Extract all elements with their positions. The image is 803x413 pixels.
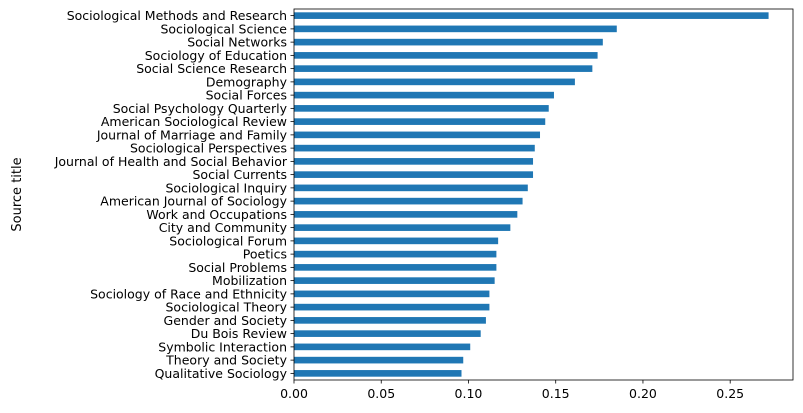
y-tick-label: American Sociological Review	[101, 114, 287, 129]
y-tick-label: Sociological Forum	[169, 233, 287, 248]
y-tick-label: Work and Occupations	[146, 207, 287, 222]
y-tick-label: Poetics	[243, 247, 287, 262]
y-tick-label: Sociological Theory	[165, 300, 287, 315]
bar	[294, 303, 490, 311]
y-tick-label: Social Psychology Quarterly	[113, 101, 288, 116]
bar	[294, 52, 598, 59]
y-tick-label: American Journal of Sociology	[100, 194, 287, 209]
y-tick-labels: Sociological Methods and ResearchSociolo…	[54, 8, 294, 381]
bar	[294, 317, 486, 324]
bar	[294, 237, 499, 245]
bar	[294, 290, 490, 298]
bar	[294, 144, 535, 152]
bar	[294, 78, 575, 86]
y-tick-label: Gender and Society	[164, 313, 288, 328]
bar	[294, 264, 497, 271]
y-tick-label: Social Problems	[188, 260, 287, 275]
y-tick-label: Sociological Inquiry	[165, 180, 287, 195]
bar	[294, 224, 511, 231]
bar	[294, 343, 471, 351]
bar	[294, 184, 528, 192]
bar	[294, 171, 534, 178]
bar	[294, 370, 462, 377]
bars-group	[294, 12, 769, 377]
x-ticks: 0.00 0.05 0.10 0.15 0.20 0.25	[280, 380, 744, 401]
bar	[294, 91, 554, 99]
bar	[294, 38, 603, 46]
y-axis-label: Source title	[10, 157, 25, 231]
x-tick-label: 0.25	[716, 386, 744, 401]
bar	[294, 105, 549, 112]
bar	[294, 12, 769, 19]
x-tick-label: 0.10	[455, 386, 483, 401]
x-tick-label: 0.00	[280, 386, 308, 401]
y-tick-label: Mobilization	[212, 273, 287, 288]
y-tick-label: Social Science Research	[136, 61, 287, 76]
y-tick-label: Qualitative Sociology	[155, 366, 288, 381]
bar	[294, 277, 495, 284]
y-tick-label: Sociological Perspectives	[130, 141, 287, 156]
y-tick-label: Journal of Health and Social Behavior	[54, 154, 288, 169]
bar	[294, 330, 481, 337]
bar	[294, 197, 523, 205]
bar	[294, 25, 617, 33]
y-tick-label: Sociological Methods and Research	[67, 8, 287, 23]
y-tick-label: Sociological Science	[160, 21, 287, 36]
y-tick-label: Du Bois Review	[191, 326, 287, 341]
bar	[294, 65, 593, 72]
y-tick-label: Theory and Society	[165, 353, 287, 368]
bar	[294, 158, 534, 165]
y-tick-label: Demography	[206, 74, 288, 89]
y-tick-label: Sociology of Race and Ethnicity	[90, 286, 287, 301]
plot-frame	[293, 8, 794, 381]
x-tick-label: 0.15	[542, 386, 570, 401]
y-tick-label: Social Currents	[193, 167, 288, 182]
bar	[294, 118, 546, 125]
y-tick-label: City and Community	[159, 220, 288, 235]
bar	[294, 211, 518, 218]
y-tick-label: Journal of Marriage and Family	[96, 127, 288, 142]
bar	[294, 250, 497, 258]
bar	[294, 356, 464, 364]
y-tick-label: Symbolic Interaction	[158, 339, 287, 354]
y-tick-label: Social Networks	[187, 35, 287, 50]
y-tick-label: Social Forces	[206, 88, 287, 103]
x-tick-label: 0.05	[367, 386, 395, 401]
y-tick-label: Sociology of Education	[145, 48, 287, 63]
bar	[294, 131, 541, 139]
x-tick-label: 0.20	[629, 386, 657, 401]
